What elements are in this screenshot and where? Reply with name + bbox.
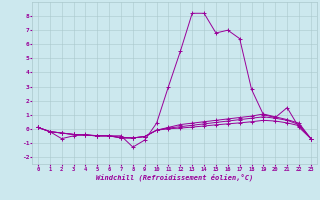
X-axis label: Windchill (Refroidissement éolien,°C): Windchill (Refroidissement éolien,°C) <box>96 173 253 181</box>
